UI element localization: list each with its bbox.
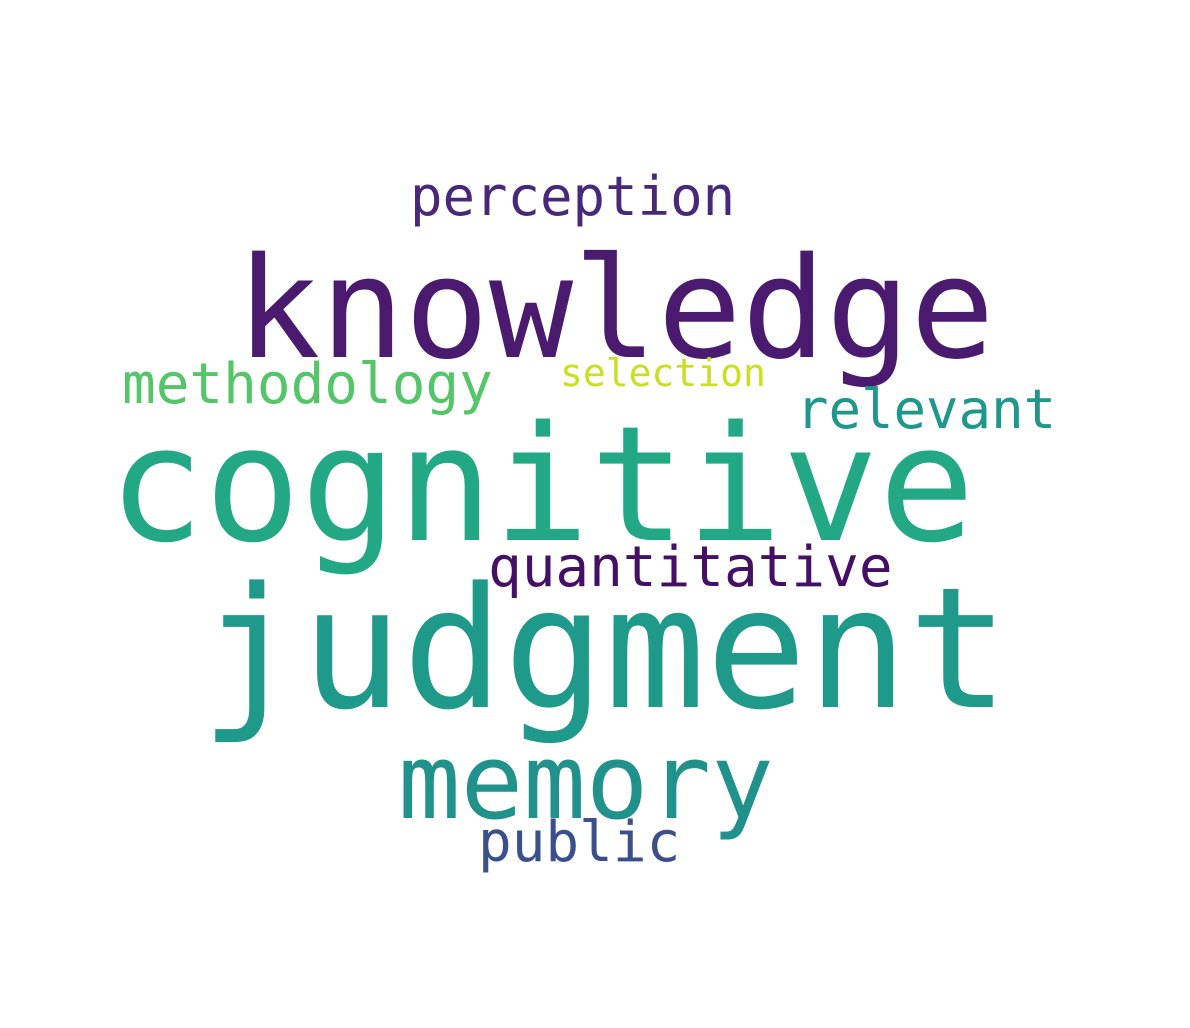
word-relevant: relevant xyxy=(796,378,1057,441)
word-quantitative: quantitative xyxy=(488,535,893,600)
word-judgment: judgment xyxy=(200,551,1010,747)
word-knowledge: knowledge xyxy=(236,228,995,391)
word-public: public xyxy=(478,810,681,875)
word-cognitive: cognitive xyxy=(108,391,975,578)
word-perception: perception xyxy=(410,165,736,228)
word-selection: selection xyxy=(560,351,766,395)
word-memory: memory xyxy=(398,721,774,843)
word-methodology: methodology xyxy=(122,352,493,417)
